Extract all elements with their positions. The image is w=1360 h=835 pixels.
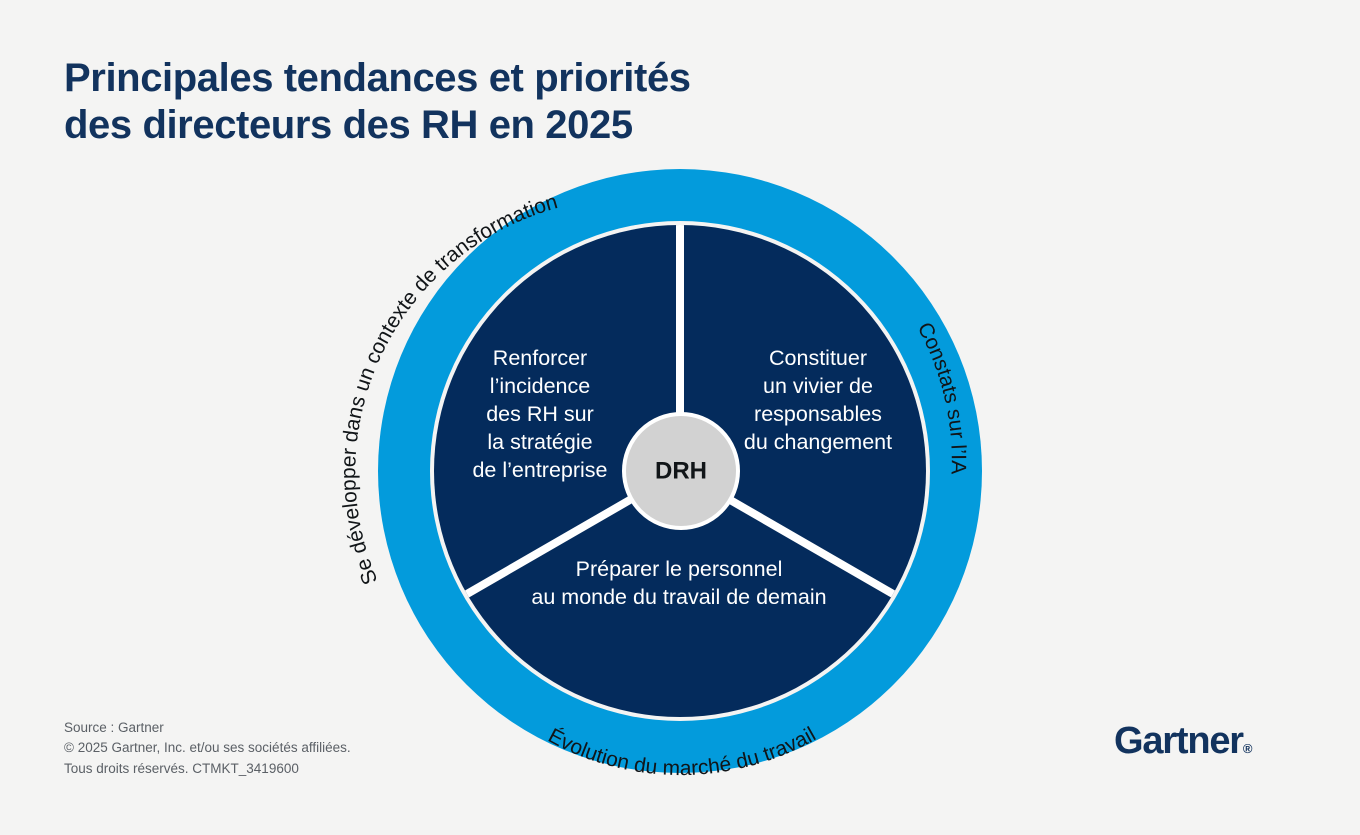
segment-left-line-2: l’incidence bbox=[490, 374, 590, 398]
segment-bottom-line-2: au monde du travail de demain bbox=[531, 585, 826, 609]
source-attribution: Source : Gartner © 2025 Gartner, Inc. et… bbox=[64, 720, 351, 776]
gartner-logo: Gartner® bbox=[1114, 722, 1252, 760]
segment-bottom: Préparer le personnel au monde du travai… bbox=[531, 557, 826, 609]
center-circle bbox=[622, 412, 740, 530]
segment-left-line-3: des RH sur bbox=[486, 402, 594, 426]
segment-left-line-5: de l’entreprise bbox=[472, 458, 607, 482]
segment-left: Renforcer l’incidence des RH sur la stra… bbox=[472, 346, 607, 482]
segment-bottom-line-1: Préparer le personnel bbox=[576, 557, 783, 581]
segment-left-line-4: la stratégie bbox=[487, 430, 592, 454]
segment-right-line-3: responsables bbox=[754, 402, 882, 426]
segment-left-line-1: Renforcer bbox=[493, 346, 587, 370]
segment-right-line-4: du changement bbox=[744, 430, 892, 454]
segment-right: Constituer un vivier de responsables du … bbox=[744, 346, 892, 454]
registered-trademark-icon: ® bbox=[1242, 741, 1253, 756]
segment-right-line-2: un vivier de bbox=[763, 374, 873, 398]
segment-right-line-1: Constituer bbox=[769, 346, 867, 370]
center-label: DRH bbox=[655, 458, 707, 485]
page-title: Principales tendances et priorités des d… bbox=[64, 56, 691, 147]
gartner-logo-text: Gartner bbox=[1114, 720, 1244, 762]
